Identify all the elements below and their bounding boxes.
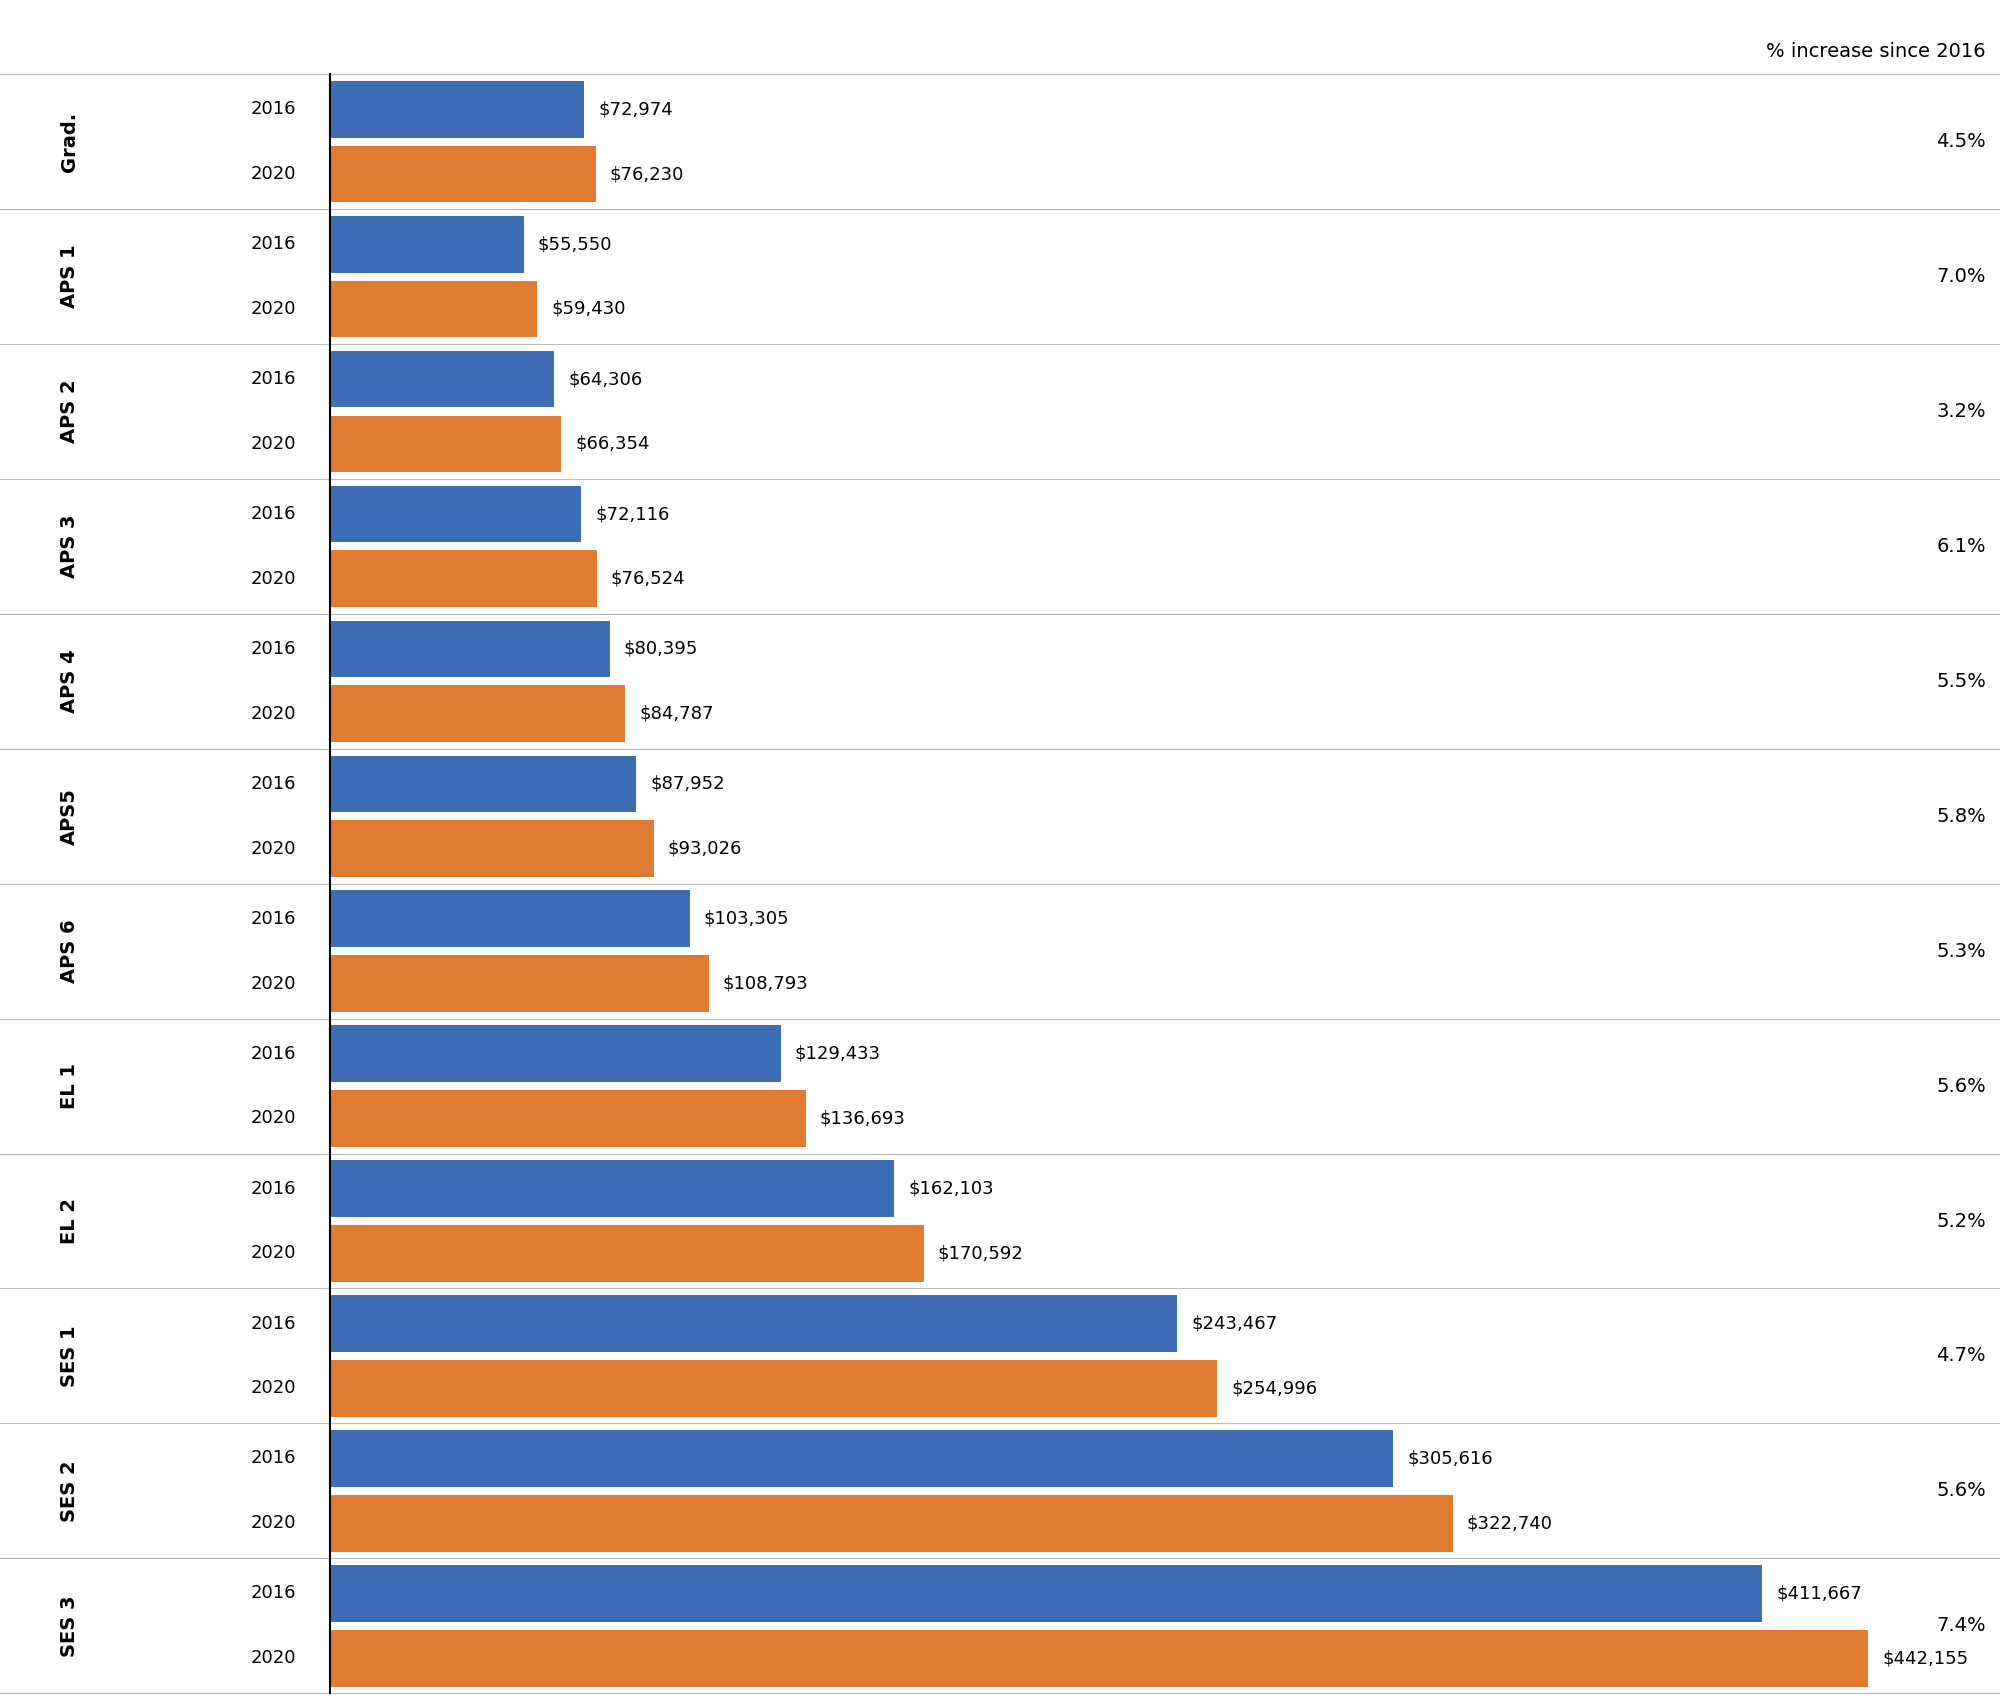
Text: $103,305: $103,305 xyxy=(704,910,790,928)
Bar xyxy=(330,1090,806,1148)
Bar xyxy=(330,146,596,202)
Text: 2016: 2016 xyxy=(250,1314,296,1333)
Bar xyxy=(330,415,562,473)
Text: $136,693: $136,693 xyxy=(820,1110,906,1127)
Text: 2020: 2020 xyxy=(250,435,296,452)
Bar xyxy=(330,955,708,1012)
Text: APS 1: APS 1 xyxy=(60,245,80,308)
Text: 7.0%: 7.0% xyxy=(1936,267,1986,286)
Text: $322,740: $322,740 xyxy=(1466,1515,1552,1532)
Bar xyxy=(330,216,524,272)
Text: 2020: 2020 xyxy=(250,706,296,722)
Text: 2020: 2020 xyxy=(250,165,296,184)
Bar xyxy=(330,280,538,337)
Bar xyxy=(330,1161,894,1217)
Text: 2016: 2016 xyxy=(250,1046,296,1062)
Bar xyxy=(330,1295,1178,1352)
Text: 5.2%: 5.2% xyxy=(1936,1212,1986,1231)
Text: $84,787: $84,787 xyxy=(640,706,714,722)
Text: 2020: 2020 xyxy=(250,1515,296,1532)
Bar xyxy=(330,1226,924,1282)
Text: 2016: 2016 xyxy=(250,1450,296,1467)
Bar xyxy=(330,1566,1762,1622)
Text: 2020: 2020 xyxy=(250,299,296,318)
Text: $108,793: $108,793 xyxy=(722,974,808,993)
Text: APS 4: APS 4 xyxy=(60,649,80,714)
Bar xyxy=(330,551,596,607)
Text: $411,667: $411,667 xyxy=(1776,1584,1862,1603)
Bar xyxy=(330,821,654,877)
Text: 2016: 2016 xyxy=(250,775,296,792)
Text: 2020: 2020 xyxy=(250,570,296,588)
Bar xyxy=(330,1630,1868,1686)
Text: SES 1: SES 1 xyxy=(60,1324,80,1387)
Text: $305,616: $305,616 xyxy=(1408,1450,1492,1467)
Text: 2020: 2020 xyxy=(250,1649,296,1668)
Bar xyxy=(330,82,584,138)
Text: 2016: 2016 xyxy=(250,1180,296,1198)
Text: $76,230: $76,230 xyxy=(610,165,684,184)
Text: $254,996: $254,996 xyxy=(1232,1379,1318,1397)
Text: $87,952: $87,952 xyxy=(650,775,724,792)
Text: 2016: 2016 xyxy=(250,505,296,524)
Bar xyxy=(330,755,636,813)
Bar xyxy=(330,1360,1218,1416)
Text: $72,116: $72,116 xyxy=(596,505,670,524)
Text: % increase since 2016: % increase since 2016 xyxy=(1766,42,1986,61)
Bar xyxy=(330,1494,1454,1552)
Text: 2016: 2016 xyxy=(250,639,296,658)
Text: $442,155: $442,155 xyxy=(1882,1649,1968,1668)
Text: APS 6: APS 6 xyxy=(60,920,80,983)
Text: Grad.: Grad. xyxy=(60,112,80,172)
Text: 5.8%: 5.8% xyxy=(1936,808,1986,826)
Text: $64,306: $64,306 xyxy=(568,371,642,388)
Text: 2020: 2020 xyxy=(250,974,296,993)
Text: $129,433: $129,433 xyxy=(794,1046,880,1062)
Bar xyxy=(330,1430,1394,1488)
Bar xyxy=(330,1025,780,1083)
Text: APS 3: APS 3 xyxy=(60,515,80,578)
Text: $66,354: $66,354 xyxy=(576,435,650,452)
Text: $170,592: $170,592 xyxy=(938,1244,1024,1263)
Text: 3.2%: 3.2% xyxy=(1936,401,1986,422)
Text: 5.5%: 5.5% xyxy=(1936,672,1986,690)
Text: 2020: 2020 xyxy=(250,1110,296,1127)
Text: 2016: 2016 xyxy=(250,235,296,253)
Text: 5.6%: 5.6% xyxy=(1936,1076,1986,1095)
Bar xyxy=(330,620,610,677)
Text: 6.1%: 6.1% xyxy=(1936,537,1986,556)
Text: EL 2: EL 2 xyxy=(60,1198,80,1244)
Text: 2020: 2020 xyxy=(250,1244,296,1263)
Text: $93,026: $93,026 xyxy=(668,840,742,858)
Text: $76,524: $76,524 xyxy=(610,570,686,588)
Text: 4.5%: 4.5% xyxy=(1936,133,1986,151)
Text: 2016: 2016 xyxy=(250,100,296,119)
Text: 2016: 2016 xyxy=(250,1584,296,1603)
Text: $72,974: $72,974 xyxy=(598,100,672,119)
Text: 4.7%: 4.7% xyxy=(1936,1346,1986,1365)
Bar xyxy=(330,486,582,542)
Text: EL 1: EL 1 xyxy=(60,1062,80,1108)
Bar xyxy=(330,350,554,408)
Text: SES 2: SES 2 xyxy=(60,1460,80,1522)
Text: APS 2: APS 2 xyxy=(60,379,80,444)
Bar xyxy=(330,891,690,947)
Text: 5.3%: 5.3% xyxy=(1936,942,1986,960)
Bar xyxy=(330,685,626,743)
Text: $162,103: $162,103 xyxy=(908,1180,994,1198)
Text: SES 3: SES 3 xyxy=(60,1595,80,1656)
Text: $80,395: $80,395 xyxy=(624,639,698,658)
Text: $59,430: $59,430 xyxy=(552,299,626,318)
Text: 2020: 2020 xyxy=(250,840,296,858)
Text: APS5: APS5 xyxy=(60,787,80,845)
Text: $55,550: $55,550 xyxy=(538,235,612,253)
Text: 2016: 2016 xyxy=(250,910,296,928)
Text: 2016: 2016 xyxy=(250,371,296,388)
Text: 5.6%: 5.6% xyxy=(1936,1481,1986,1501)
Text: $243,467: $243,467 xyxy=(1192,1314,1278,1333)
Text: 2020: 2020 xyxy=(250,1379,296,1397)
Text: 7.4%: 7.4% xyxy=(1936,1617,1986,1635)
